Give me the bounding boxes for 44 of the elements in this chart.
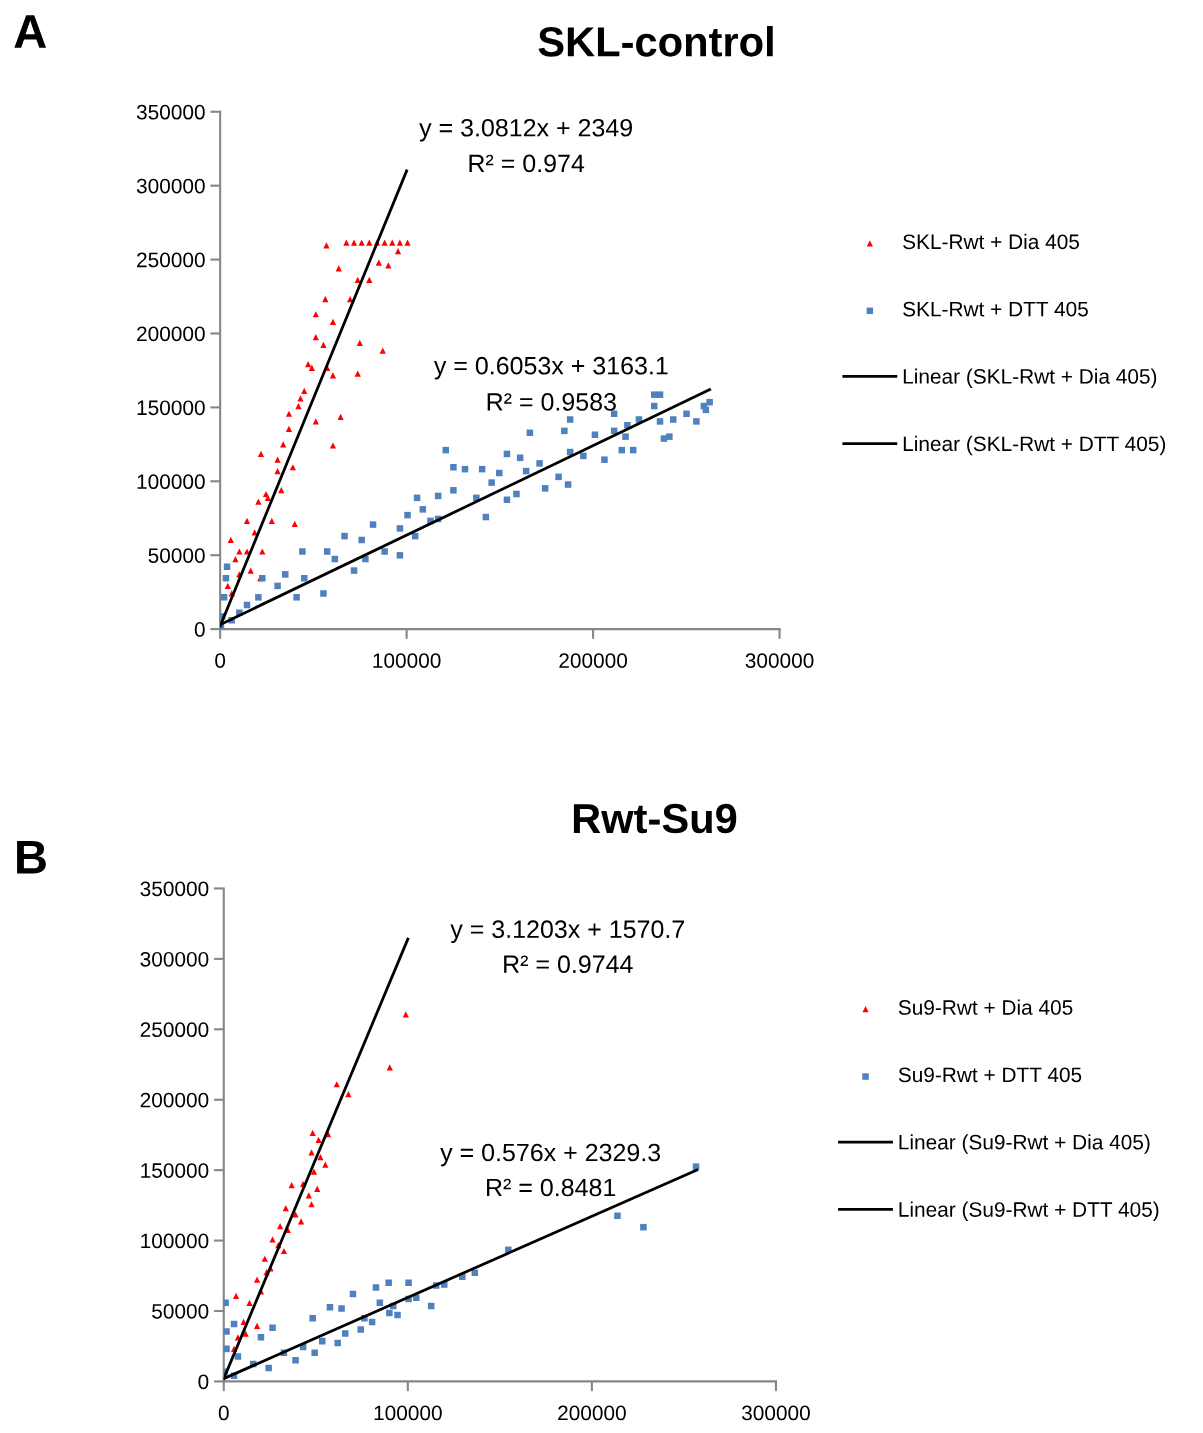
- x-tick-label: 0: [215, 653, 226, 668]
- y-tick-label: 50000: [148, 548, 205, 563]
- legend-label: Linear (SKL-Rwt + DTT 405): [903, 435, 1166, 456]
- chart-title: Rwt-Su9: [573, 803, 737, 834]
- y-tick-label: 0: [194, 622, 205, 637]
- x-tick-label: 300000: [745, 653, 814, 668]
- annotation: R² = 0.974: [469, 154, 585, 173]
- legend-label: Su9-Rwt + Dia 405: [898, 999, 1073, 1015]
- x-tick-label: 100000: [374, 1405, 442, 1421]
- annotation: y = 0.6053x + 3163.1: [433, 356, 668, 380]
- text: A: [14, 15, 47, 48]
- y-tick-label: 200000: [137, 326, 205, 342]
- y-tick-label: 300000: [136, 178, 205, 194]
- text: B: [17, 840, 46, 874]
- x-tick-label: 300000: [741, 1405, 810, 1421]
- legend-label: Su9-Rwt + DTT 405: [898, 1067, 1082, 1083]
- y-tick-label: 200000: [140, 1092, 209, 1108]
- x-tick-label: 200000: [558, 1405, 626, 1421]
- y-tick-label: 0: [198, 1374, 209, 1390]
- legend-label: Linear (SKL-Rwt + Dia 405): [903, 368, 1157, 388]
- legend-label: Linear (Su9-Rwt + Dia 405): [899, 1134, 1150, 1154]
- annotation: R² = 0.9744: [504, 955, 633, 974]
- annotation: y = 3.0812x + 2349: [419, 118, 632, 142]
- y-tick-label: 150000: [137, 400, 205, 416]
- legend-label: Linear (Su9-Rwt + DTT 405): [899, 1201, 1159, 1221]
- annotation: y = 3.1203x + 1570.7: [450, 920, 684, 943]
- y-tick-label: 350000: [136, 104, 205, 120]
- y-tick-label: 250000: [140, 1022, 209, 1038]
- y-tick-label: 150000: [141, 1163, 209, 1178]
- y-tick-label: 300000: [140, 951, 209, 967]
- y-tick-label: 50000: [152, 1303, 209, 1319]
- annotation: R² = 0.8481: [487, 1178, 616, 1197]
- chart-title: SKL-control: [538, 26, 773, 57]
- y-tick-label: 100000: [137, 474, 205, 490]
- x-tick-label: 100000: [373, 653, 441, 668]
- y-tick-label: 250000: [137, 252, 205, 268]
- x-tick-label: 200000: [559, 653, 628, 668]
- annotation: y = 0.576x + 2329.3: [440, 1143, 661, 1167]
- legend-label: SKL-Rwt + DTT 405: [903, 301, 1088, 317]
- annotation: R² = 0.9583: [487, 393, 616, 411]
- y-tick-label: 100000: [141, 1233, 209, 1249]
- y-tick-label: 350000: [140, 881, 209, 897]
- x-tick-label: 0: [218, 1405, 229, 1421]
- legend-label: SKL-Rwt + Dia 405: [903, 233, 1080, 250]
